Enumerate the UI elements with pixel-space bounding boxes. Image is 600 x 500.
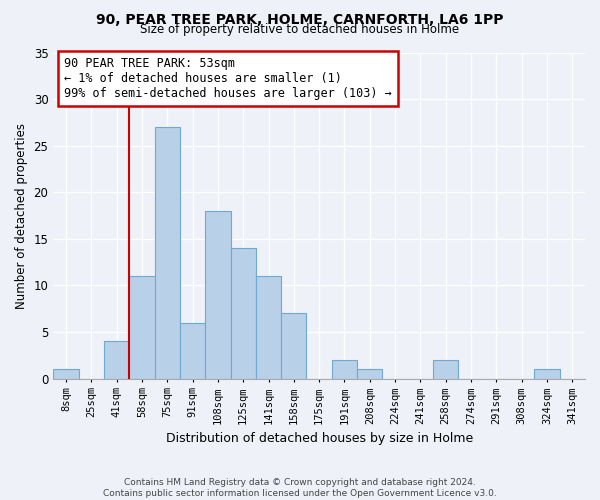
Bar <box>129 276 155 378</box>
Text: Contains HM Land Registry data © Crown copyright and database right 2024.
Contai: Contains HM Land Registry data © Crown c… <box>103 478 497 498</box>
Bar <box>281 314 307 378</box>
Bar <box>104 342 129 378</box>
Bar <box>230 248 256 378</box>
Bar <box>205 211 230 378</box>
Bar <box>256 276 281 378</box>
Bar <box>433 360 458 378</box>
Bar <box>53 369 79 378</box>
X-axis label: Distribution of detached houses by size in Holme: Distribution of detached houses by size … <box>166 432 473 445</box>
Bar <box>357 369 382 378</box>
Bar <box>155 127 180 378</box>
Bar <box>535 369 560 378</box>
Y-axis label: Number of detached properties: Number of detached properties <box>15 122 28 308</box>
Text: 90, PEAR TREE PARK, HOLME, CARNFORTH, LA6 1PP: 90, PEAR TREE PARK, HOLME, CARNFORTH, LA… <box>96 12 504 26</box>
Text: 90 PEAR TREE PARK: 53sqm
← 1% of detached houses are smaller (1)
99% of semi-det: 90 PEAR TREE PARK: 53sqm ← 1% of detache… <box>64 58 392 100</box>
Bar <box>332 360 357 378</box>
Bar <box>180 322 205 378</box>
Text: Size of property relative to detached houses in Holme: Size of property relative to detached ho… <box>140 22 460 36</box>
